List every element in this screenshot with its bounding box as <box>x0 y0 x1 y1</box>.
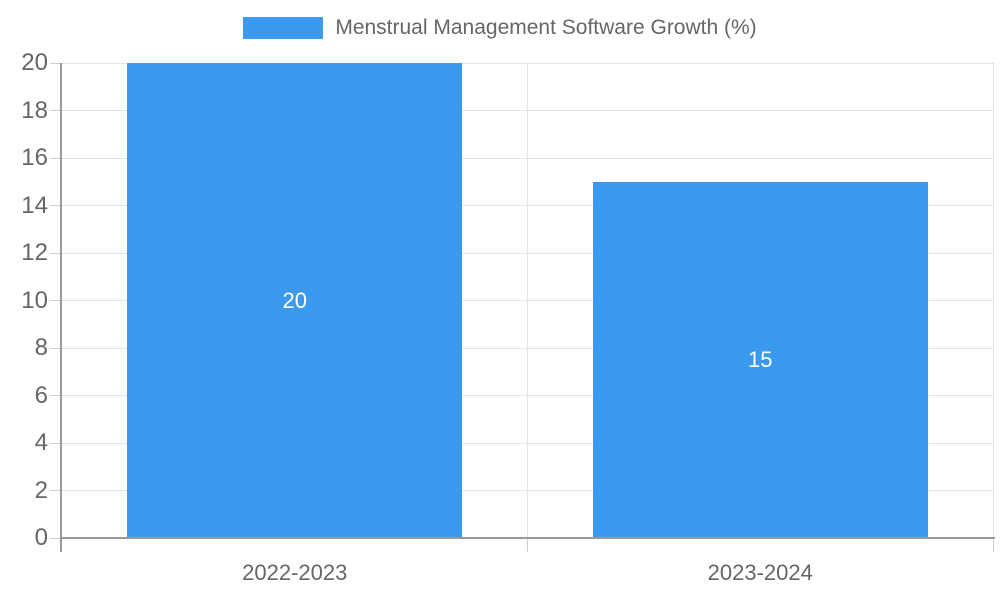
y-tick-label: 12 <box>21 239 48 266</box>
y-tick-mark <box>50 395 62 396</box>
y-tick-label: 14 <box>21 191 48 219</box>
y-tick-label: 4 <box>34 429 48 456</box>
y-tick-label: 2 <box>34 476 48 504</box>
bar-value-label: 15 <box>748 346 773 372</box>
y-tick-mark <box>50 110 62 111</box>
legend-label: Menstrual Management Software Growth (%) <box>335 16 757 39</box>
y-tick-label: 0 <box>34 524 48 551</box>
bar <box>127 63 463 538</box>
bar <box>592 181 928 538</box>
y-tick-label: 8 <box>34 334 48 361</box>
y-tick-mark <box>50 300 62 301</box>
y-tick-mark <box>50 252 62 254</box>
y-tick-mark <box>50 490 62 491</box>
y-tick-label: 20 <box>21 49 48 76</box>
gridline-vertical <box>992 63 994 538</box>
y-tick-mark <box>50 442 62 444</box>
chart-legend[interactable]: Menstrual Management Software Growth (%) <box>0 16 1000 40</box>
y-axis-line <box>60 63 62 552</box>
y-tick-mark <box>50 537 62 539</box>
legend-swatch <box>243 17 324 39</box>
x-tick-mark <box>527 538 528 552</box>
bar-value-label: 20 <box>282 287 307 313</box>
x-tick-mark <box>992 538 994 552</box>
y-tick-mark <box>50 62 62 64</box>
y-tick-label: 10 <box>21 286 48 314</box>
y-tick-label: 18 <box>21 96 48 124</box>
y-tick-mark <box>50 347 62 349</box>
x-axis-line <box>60 537 995 539</box>
x-tick-label: 2022-2023 <box>242 560 348 585</box>
gridline-vertical <box>527 63 528 538</box>
y-tick-label: 16 <box>21 144 48 171</box>
y-tick-mark <box>50 157 62 159</box>
x-tick-label: 2023-2024 <box>707 560 813 585</box>
y-tick-mark <box>50 205 62 206</box>
y-tick-label: 6 <box>34 381 48 409</box>
